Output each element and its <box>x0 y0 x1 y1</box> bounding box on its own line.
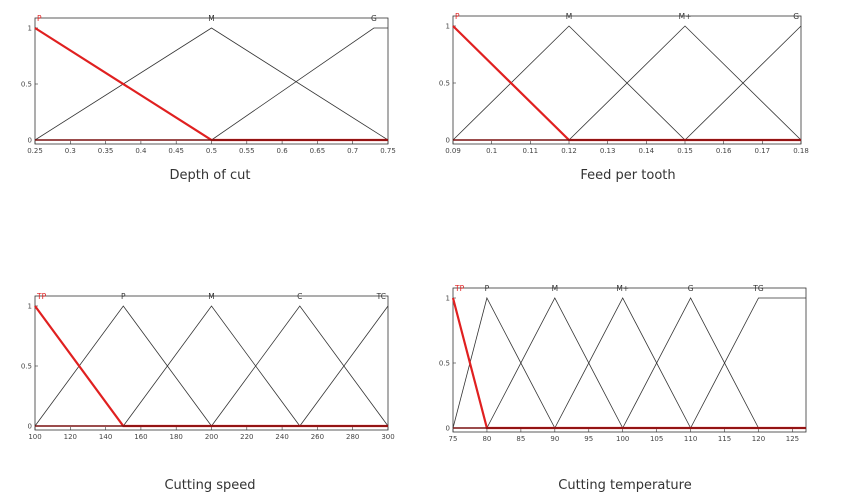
series-label-m: M <box>208 14 214 23</box>
caption-cutting-temperature: Cutting temperature <box>558 478 692 493</box>
series-label-p: P <box>121 292 126 301</box>
y-tick-label: 0 <box>28 423 32 431</box>
series-line-g <box>622 297 759 429</box>
x-tick-label: 0.15 <box>677 147 693 155</box>
x-tick-label: 90 <box>550 435 559 443</box>
series-line-m-plus <box>554 297 691 429</box>
x-tick-label: 80 <box>482 435 491 443</box>
x-tick-label: 100 <box>616 435 629 443</box>
x-tick-label: 0.7 <box>347 147 358 155</box>
x-tick-label: 220 <box>240 433 253 441</box>
series-label-m: M <box>208 292 214 301</box>
series-label-m-plus: M+ <box>679 12 692 21</box>
x-tick-label: 0.18 <box>793 147 809 155</box>
x-tick-label: 0.65 <box>310 147 326 155</box>
x-tick-label: 0.55 <box>239 147 255 155</box>
series-line-p <box>34 305 212 427</box>
series-label-m: M <box>566 12 572 21</box>
series-line-m <box>34 27 389 141</box>
series-line-m-plus <box>568 25 802 141</box>
x-tick-label: 0.3 <box>65 147 76 155</box>
x-tick-label: 0.16 <box>716 147 732 155</box>
series-label-g: G <box>371 14 377 23</box>
series-label-m-plus: M+ <box>616 284 629 293</box>
y-tick-label: 0 <box>28 137 32 145</box>
caption-cutting-speed: Cutting speed <box>164 478 256 493</box>
x-tick-label: 140 <box>99 433 112 441</box>
y-tick-label: 0 <box>446 425 450 433</box>
plot-frame <box>34 295 389 431</box>
series-line-g <box>684 25 802 141</box>
y-tick-label: 1 <box>446 295 450 303</box>
x-tick-label: 0.13 <box>600 147 616 155</box>
x-tick-label: 125 <box>786 435 799 443</box>
series-label-c: C <box>297 292 302 301</box>
x-tick-label: 240 <box>275 433 288 441</box>
x-tick-label: 200 <box>205 433 218 441</box>
series-line-c <box>211 305 389 427</box>
x-tick-label: 0.6 <box>277 147 289 155</box>
x-tick-label: 0.4 <box>135 147 147 155</box>
caption-feed-per-tooth: Feed per tooth <box>580 168 676 183</box>
y-tick-label: 1 <box>28 303 32 311</box>
plot-frame <box>452 287 807 433</box>
series-label-m: M <box>552 284 558 293</box>
x-tick-label: 180 <box>170 433 183 441</box>
x-tick-label: 120 <box>64 433 77 441</box>
plot-frame <box>34 17 389 145</box>
series-label-p: P <box>455 12 460 21</box>
series-line-p <box>452 296 556 429</box>
y-tick-label: 0 <box>446 137 450 145</box>
x-tick-label: 280 <box>346 433 359 441</box>
series-line-tg <box>690 297 806 429</box>
series-label-tp: TP <box>36 292 47 301</box>
x-tick-label: 115 <box>718 435 731 443</box>
x-tick-label: 0.5 <box>206 147 217 155</box>
series-label-p: P <box>485 284 490 293</box>
chart-depth-of-cut: 0.25 0.3 0.35 0.4 0.45 0.5 0.55 0.6 0.65 0.7 0.75 0… <box>21 14 396 155</box>
x-tick-label: 105 <box>650 435 663 443</box>
x-tick-label: 0.25 <box>27 147 43 155</box>
x-tick-label: 0.1 <box>486 147 497 155</box>
x-tick-label: 300 <box>381 433 394 441</box>
y-tick-label: 0.5 <box>21 81 32 89</box>
x-tick-label: 160 <box>134 433 147 441</box>
y-tick-label: 0.5 <box>439 80 450 88</box>
x-tick-label: 0.14 <box>639 147 655 155</box>
series-label-tc: TC <box>376 292 386 301</box>
x-tick-label: 120 <box>752 435 765 443</box>
series-label-g: G <box>793 12 799 21</box>
x-tick-label: 0.35 <box>98 147 114 155</box>
y-tick-label: 0.5 <box>439 360 450 368</box>
y-tick-label: 1 <box>28 25 32 33</box>
x-tick-label: 0.75 <box>380 147 396 155</box>
series-line-tc <box>299 305 389 427</box>
x-tick-label: 85 <box>516 435 525 443</box>
x-tick-label: 0.09 <box>445 147 461 155</box>
series-label-g: G <box>688 284 694 293</box>
x-tick-label: 260 <box>311 433 324 441</box>
chart-feed-per-tooth: 0.09 0.1 0.11 0.12 0.13 0.14 0.15 0.16 0.17 0.18 0… <box>439 12 809 155</box>
series-line-m <box>452 25 686 141</box>
x-tick-label: 0.17 <box>755 147 771 155</box>
series-line-g <box>211 27 388 141</box>
caption-depth-of-cut: Depth of cut <box>169 168 251 183</box>
series-line-m <box>122 305 301 427</box>
x-tick-label: 0.45 <box>168 147 184 155</box>
series-label-tg: TG <box>752 284 764 293</box>
series-label-tp: TP <box>454 284 465 293</box>
x-tick-label: 110 <box>684 435 697 443</box>
series-line-m <box>486 297 624 429</box>
x-tick-label: 0.11 <box>523 147 539 155</box>
x-tick-label: 75 <box>449 435 458 443</box>
plot-frame <box>452 15 802 145</box>
x-tick-label: 100 <box>28 433 41 441</box>
x-tick-label: 0.12 <box>561 147 577 155</box>
y-tick-label: 0.5 <box>21 363 32 371</box>
series-label-p: P <box>37 14 42 23</box>
chart-cutting-temperature: 75 80 85 90 95 100 105 110 115 120 125 0 0.5 1 P M M+ G TG… <box>439 284 807 443</box>
chart-cutting-speed: 100 120 140 160 180 200 220 240 260 280 300 0 0.5 1 P M… <box>21 292 395 441</box>
x-tick-label: 95 <box>584 435 593 443</box>
y-tick-label: 1 <box>446 23 450 31</box>
